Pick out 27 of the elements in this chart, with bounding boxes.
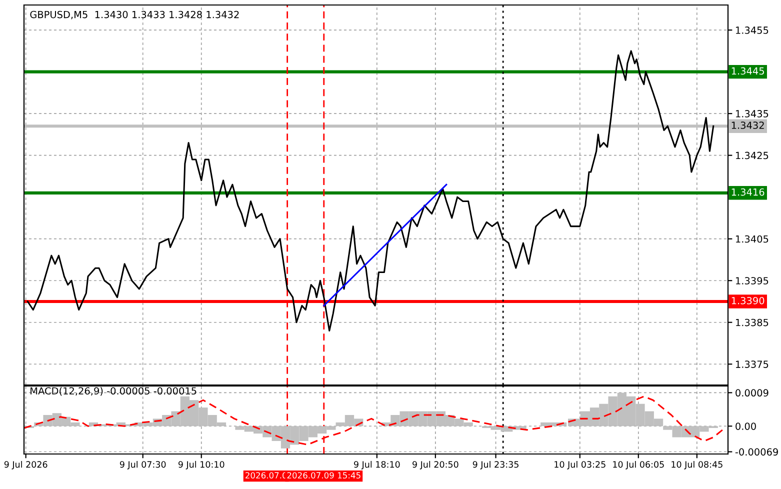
text: GBPUSD,M5 1.3430 1.3433 1.3428 1.3432 [30,10,239,20]
x-tick-label: 9 Jul 07:30 [120,460,166,470]
x-tick-label: 10 Jul 06:05 [613,460,664,470]
ref-line-label: 1.3445 [732,67,764,75]
y-tick-label: 1.3425 [736,152,768,160]
x-tick-label: 9 Jul 10:10 [178,460,224,470]
y-tick-label: 1.3375 [736,360,768,368]
y-tick-label: 0.0009 [736,389,768,397]
y-tick-label: 0.00 [736,422,756,430]
ref-line-label: 1.3390 [732,296,764,304]
x-tick-label: 10 Jul 03:25 [554,460,606,470]
y-tick-label: -0.00069 [735,448,778,456]
x-tick-label: 9 Jul 18:10 [354,460,400,470]
y-tick-label: 1.3385 [736,318,768,326]
y-tick-label: 1.3455 [736,26,768,34]
ref-line-label: 2026.07.09 15:45 [287,472,360,479]
ref-line-label: 1.3416 [732,188,764,196]
chart-title: MACD(12,26,9) -0.00005 -0.00015 [30,387,196,396]
x-tick-label: 9 Jul 20:50 [412,460,458,470]
x-tick-label: 9 Jul 23:35 [472,460,518,470]
x-tick-label: 9 Jul 2026 [4,460,48,470]
ref-line-label: 2026.07.0 [246,472,287,479]
y-tick-label: 1.3435 [736,110,768,118]
x-tick-label: 10 Jul 08:45 [672,460,722,470]
y-tick-label: 1.3405 [736,235,768,243]
ref-line-label: 1.3432 [732,122,764,129]
y-tick-label: 1.3395 [736,277,768,284]
